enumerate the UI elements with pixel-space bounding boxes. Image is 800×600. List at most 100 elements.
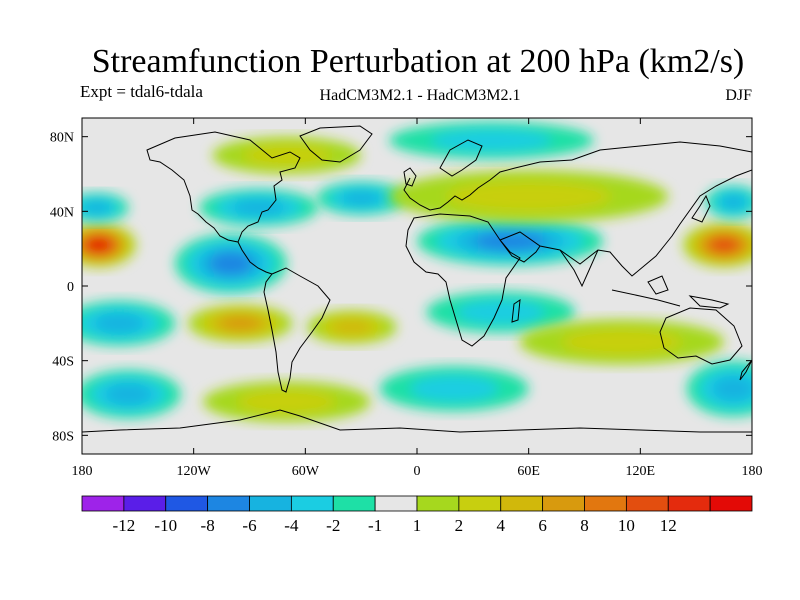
contour-band <box>220 316 261 331</box>
coast-india <box>559 249 599 288</box>
colorbar-swatch <box>625 495 669 512</box>
plot-title: Streamfunction Perturbation at 200 hPa (… <box>91 43 745 80</box>
colorbar-label: 10 <box>618 516 635 535</box>
colorbar-swatch <box>458 495 502 512</box>
anomaly-mideast-low <box>417 216 604 266</box>
anomaly-asia-high <box>389 170 669 223</box>
contour-band <box>456 300 545 325</box>
anomaly-indian-ocean-high <box>519 319 725 365</box>
lon-tick-label: 180 <box>72 464 93 479</box>
lon-tick-label: 120W <box>177 464 212 479</box>
lon-tick-label: 60E <box>517 464 540 479</box>
lat-tick-label: 40N <box>50 205 74 220</box>
season-label: DJF <box>725 87 752 104</box>
anomaly-africa-low <box>426 291 576 333</box>
anomaly-nw-pacific-high <box>82 222 136 268</box>
coast-new-guinea <box>688 295 730 309</box>
colorbar-swatch <box>81 495 125 512</box>
coastlines <box>82 125 752 433</box>
colorbar-label: -12 <box>113 516 136 535</box>
contour-band <box>446 180 612 212</box>
colorbar-label: -8 <box>201 516 215 535</box>
anomaly-s-ocean-high <box>202 381 371 423</box>
model-label: HadCM3M2.1 - HadCM3M2.1 <box>319 87 521 104</box>
coast-new-zealand <box>739 359 752 381</box>
contour-band <box>209 252 253 276</box>
colorbar-swatch <box>584 495 627 512</box>
coast-japan <box>691 194 711 223</box>
coast-greenland <box>299 125 373 163</box>
contour-band <box>93 313 145 334</box>
colorbar: -12 -10 -8 -6 -4 -2 -1 1 2 4 6 8 10 12 <box>81 495 753 535</box>
colorbar-label: 4 <box>497 516 506 535</box>
coast-europe <box>403 159 573 211</box>
contour-band <box>712 375 752 402</box>
streamfunction-field <box>82 121 752 423</box>
colorbar-label: -10 <box>154 516 177 535</box>
coast-australia <box>659 307 743 365</box>
coast-arabia <box>499 239 541 263</box>
coast-antarctica <box>82 409 752 433</box>
anomaly-s-america-high <box>188 304 293 343</box>
lat-tick-label: 80S <box>52 429 74 444</box>
colorbar-label: -6 <box>242 516 256 535</box>
contour-band <box>242 144 331 167</box>
colorbar-swatch <box>207 495 250 512</box>
colorbar-swatch <box>667 495 711 512</box>
lon-tick-label: 180 <box>742 464 763 479</box>
colorbar-swatch <box>332 495 376 512</box>
colorbar-label: 12 <box>660 516 677 535</box>
anomaly-s-ocean-low-w <box>82 370 181 419</box>
colorbar-label: -1 <box>368 516 382 535</box>
colorbar-label: 1 <box>413 516 422 535</box>
contour-band <box>410 375 499 402</box>
contour-band <box>104 383 153 406</box>
lat-tick-label: 80N <box>50 131 74 146</box>
contour-band <box>82 200 112 215</box>
contour-band <box>711 237 738 253</box>
contour-band <box>331 319 373 335</box>
lat-tick-label: 40S <box>52 355 74 370</box>
lon-tick-label: 0 <box>414 464 421 479</box>
contour-band <box>561 328 683 356</box>
coast-madagascar <box>511 298 521 323</box>
colorbar-swatch <box>416 495 460 512</box>
anomaly-canada-high <box>212 136 362 174</box>
anomaly-w-pacific-high <box>683 222 752 268</box>
colorbar-swatch <box>374 495 418 512</box>
anomaly-n-america-low <box>199 188 319 227</box>
contour-band <box>231 199 286 217</box>
coast-central-america <box>237 241 273 275</box>
coast-south-america <box>263 267 331 393</box>
coast-uk <box>403 167 417 187</box>
anomaly-arctic-low <box>389 121 594 160</box>
coast-indonesia <box>611 289 681 307</box>
anomaly-n-pacific-low <box>705 185 752 219</box>
contour-band <box>237 389 337 414</box>
colorbar-swatch <box>500 495 544 512</box>
lat-tick-label: 0 <box>67 280 74 295</box>
coast-borneo <box>647 275 669 295</box>
map-axes: 180 120W 60W 0 60E 120E 180 80N 40N 0 40S 80S <box>50 118 763 479</box>
colorbar-label: -2 <box>326 516 340 535</box>
anomaly-s-indian-low <box>379 366 529 412</box>
coast-north-america <box>146 131 301 243</box>
colorbar-label: -4 <box>284 516 299 535</box>
coast-africa <box>405 213 521 347</box>
anomaly-central-america-low <box>175 233 287 294</box>
anomaly-atlantic-low <box>316 181 406 216</box>
colorbar-label: 6 <box>538 516 547 535</box>
colorbar-swatch <box>290 495 334 512</box>
anomaly-tasman-low <box>686 360 752 417</box>
anomaly-s-pacific-low <box>82 300 176 346</box>
colorbar-swatch <box>542 495 585 512</box>
experiment-label: Expt = tdal6-tdala <box>80 82 203 101</box>
colorbar-swatch <box>123 495 167 512</box>
anomaly-ne-pacific-low <box>82 192 129 223</box>
lon-tick-label: 120E <box>626 464 656 479</box>
contour-band <box>340 190 382 206</box>
colorbar-label: 8 <box>580 516 589 535</box>
colorbar-swatch <box>165 495 209 512</box>
colorbar-label: 2 <box>455 516 464 535</box>
